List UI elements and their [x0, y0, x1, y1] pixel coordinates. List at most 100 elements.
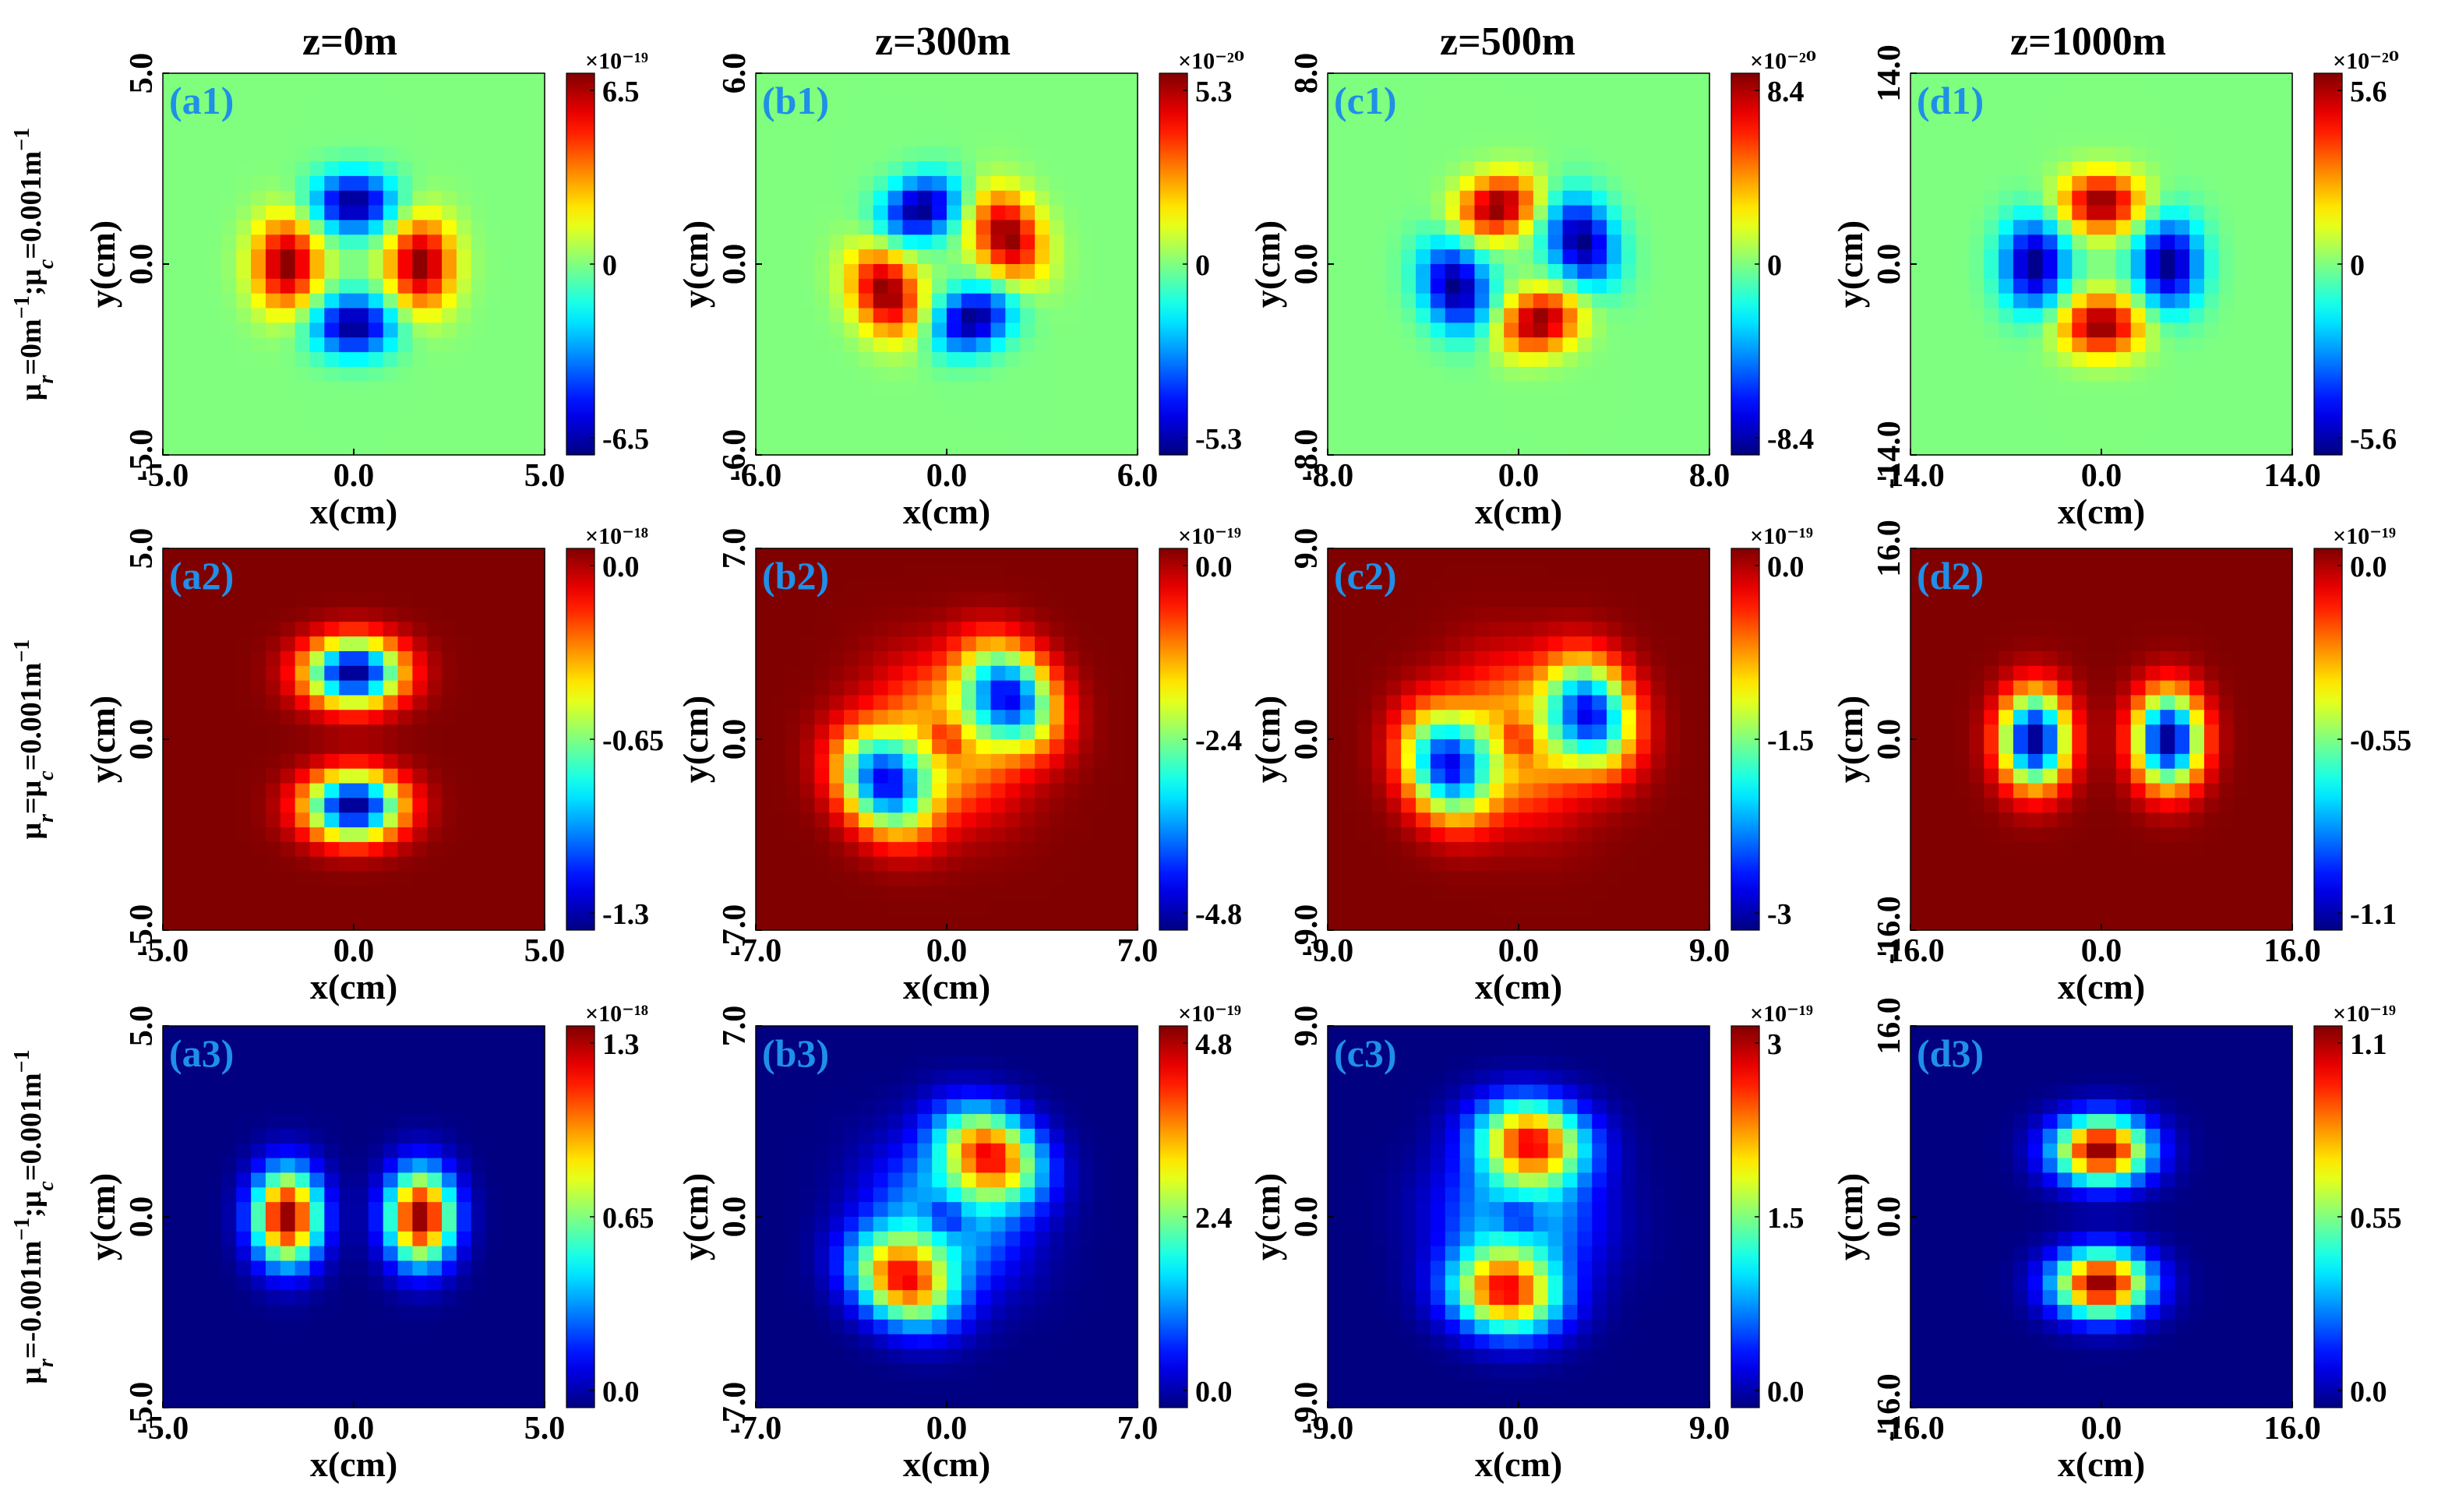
- heatmap-cell: [1064, 783, 1080, 798]
- heatmap-cell: [339, 768, 355, 784]
- heatmap-cell: [1093, 278, 1109, 294]
- heatmap-cell: [1635, 592, 1652, 608]
- heatmap-cell: [2072, 396, 2087, 412]
- heatmap-cell: [1489, 278, 1505, 294]
- heatmap-cell: [500, 205, 516, 221]
- heatmap-cell: [873, 680, 889, 696]
- heatmap-cell: [932, 146, 947, 162]
- y-axis-label: y(cm): [676, 220, 715, 308]
- heatmap-cell: [2042, 411, 2059, 426]
- heatmap-cell: [163, 352, 178, 368]
- heatmap-cell: [1592, 798, 1607, 813]
- heatmap-cell: [1695, 278, 1710, 294]
- panel: (a1)-5.0 0.0 5.0x(cm)-5.00.05.0y(cm)×10⁻¹⁹…: [83, 48, 649, 531]
- heatmap-cell: [1416, 680, 1431, 696]
- heatmap-cell: [1342, 175, 1358, 192]
- heatmap-cell: [295, 249, 311, 265]
- heatmap-cell: [1665, 73, 1681, 89]
- heatmap-cell: [2218, 220, 2235, 235]
- heatmap-cell: [1562, 366, 1578, 382]
- heatmap-cell: [932, 440, 947, 456]
- x-tick-label: -8.0: [1302, 458, 1354, 494]
- heatmap-cell: [1020, 650, 1035, 667]
- heatmap-cell: [206, 710, 222, 725]
- heatmap-cell: [1650, 234, 1667, 250]
- heatmap-cell: [192, 161, 208, 177]
- heatmap-cell: [1474, 798, 1490, 813]
- heatmap-cell: [1005, 293, 1021, 309]
- heatmap-cell: [2233, 322, 2249, 338]
- heatmap-cell: [1123, 724, 1138, 740]
- heatmap-cell: [947, 73, 962, 89]
- heatmap-cell: [1954, 234, 1970, 250]
- heatmap-cell: [1342, 636, 1358, 652]
- heatmap-cell: [1357, 607, 1373, 622]
- heatmap-cell: [1328, 175, 1343, 192]
- y-tick-label: 0.0: [1289, 244, 1325, 285]
- heatmap-cell: [1459, 337, 1476, 353]
- heatmap-cell: [2115, 308, 2132, 323]
- panel-label: (b1): [762, 79, 829, 122]
- heatmap-cell: [1519, 577, 1534, 594]
- heatmap-cell: [829, 577, 845, 594]
- heatmap-cell: [309, 308, 325, 323]
- heatmap-cell: [309, 680, 325, 696]
- heatmap-cell: [1035, 117, 1050, 132]
- heatmap-cell: [1342, 220, 1358, 235]
- heatmap-cell: [814, 117, 830, 132]
- heatmap-cell: [515, 264, 531, 280]
- heatmap-cell: [829, 278, 845, 294]
- heatmap-cell: [1445, 577, 1461, 594]
- heatmap-cell: [917, 739, 933, 755]
- heatmap-cell: [530, 205, 545, 221]
- heatmap-cell: [1984, 220, 1999, 235]
- heatmap-cell: [932, 102, 947, 118]
- heatmap-cell: [2130, 366, 2147, 382]
- heatmap-cell: [887, 366, 904, 382]
- y-tick-label: 0.0: [1872, 244, 1907, 285]
- heatmap-cell: [2218, 548, 2235, 564]
- heatmap-cell: [2013, 352, 2029, 368]
- heatmap-cell: [1342, 768, 1358, 784]
- heatmap-cell: [427, 425, 443, 441]
- heatmap-cell: [2248, 190, 2263, 206]
- heatmap-cell: [1123, 695, 1138, 710]
- heatmap-cell: [829, 753, 845, 770]
- heatmap-cell: [829, 352, 845, 368]
- heatmap-cell: [1910, 352, 1926, 368]
- heatmap-cell: [1665, 695, 1681, 710]
- heatmap-cell: [530, 680, 545, 696]
- heatmap-cell: [1925, 146, 1941, 162]
- heatmap-cell: [873, 234, 889, 250]
- heatmap-cell: [2130, 132, 2147, 147]
- heatmap-cell: [844, 234, 859, 250]
- heatmap-cell: [412, 548, 428, 564]
- heatmap-cell: [2101, 220, 2117, 235]
- heatmap-cell: [354, 592, 369, 608]
- heatmap-cell: [1650, 190, 1667, 206]
- heatmap-cell: [976, 205, 992, 221]
- heatmap-cell: [339, 827, 355, 843]
- heatmap-cell: [1504, 264, 1519, 280]
- heatmap-cell: [1592, 665, 1607, 682]
- heatmap-cell: [1519, 841, 1534, 858]
- heatmap-cell: [515, 440, 531, 456]
- heatmap-cell: [1357, 915, 1373, 931]
- heatmap-cell: [1357, 901, 1373, 916]
- heatmap-cell: [1342, 117, 1358, 132]
- heatmap-cell: [1328, 577, 1343, 594]
- heatmap-cell: [1562, 856, 1578, 872]
- heatmap-cell: [2263, 190, 2278, 206]
- heatmap-cell: [976, 871, 992, 887]
- heatmap-cell: [961, 411, 977, 426]
- heatmap-cell: [873, 695, 889, 710]
- heatmap-cell: [221, 607, 237, 622]
- heatmap-cell: [799, 396, 815, 412]
- heatmap-cell: [1020, 915, 1035, 931]
- heatmap-cell: [265, 710, 281, 725]
- heatmap-cell: [902, 798, 918, 813]
- heatmap-cell: [280, 175, 296, 192]
- heatmap-cell: [2233, 234, 2249, 250]
- panel-label: (b2): [762, 554, 829, 597]
- heatmap-cell: [1093, 381, 1109, 397]
